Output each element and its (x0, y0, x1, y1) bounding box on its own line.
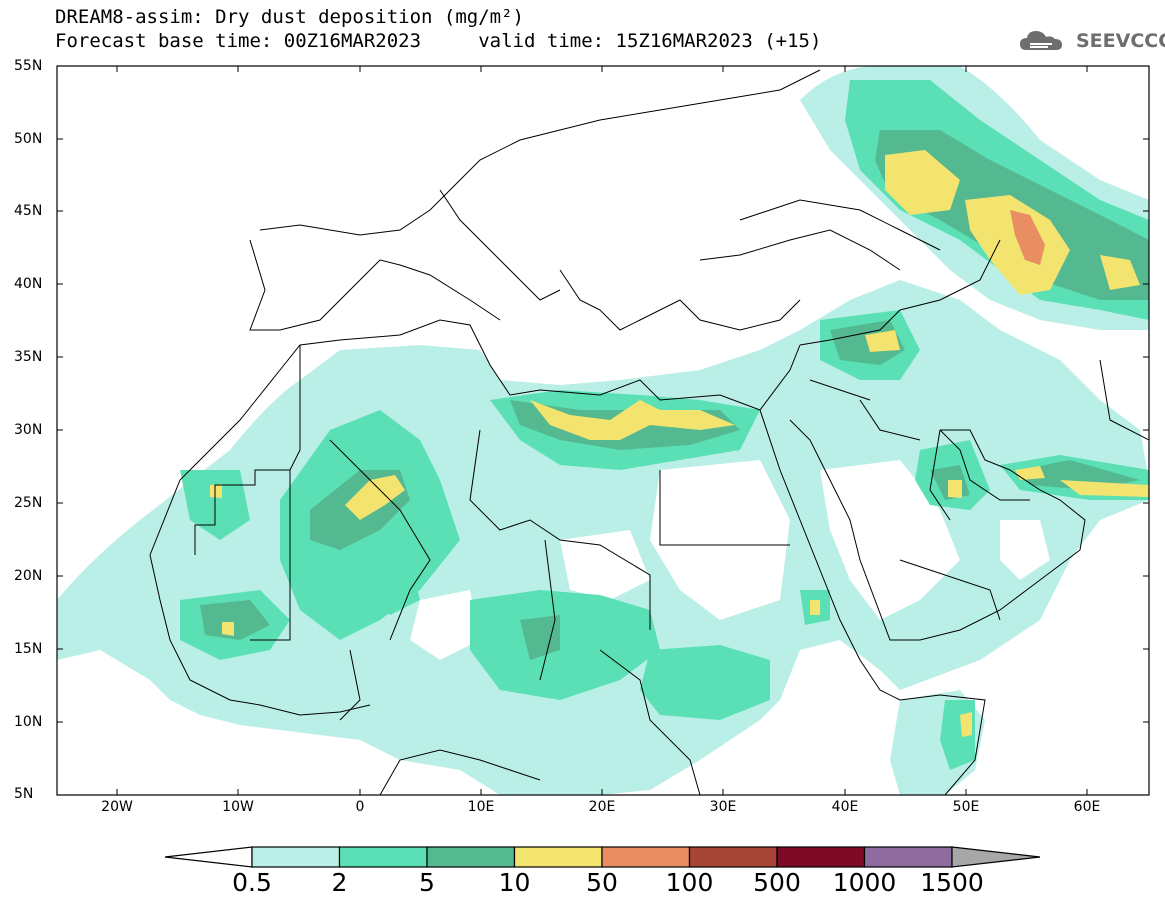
contour-level-50 (1010, 210, 1045, 265)
lat-label: 10N (14, 714, 43, 730)
lat-label: 35N (14, 349, 43, 365)
lon-label: 0 (355, 799, 365, 815)
legend-level-label: 500 (753, 868, 801, 897)
legend-level-label: 0.5 (232, 868, 272, 897)
legend-level-label: 1000 (832, 868, 897, 897)
legend-level-label: 2 (331, 868, 348, 897)
lat-label: 15N (14, 641, 43, 657)
lon-label: 40E (831, 799, 859, 815)
legend-level-label: 1500 (920, 868, 984, 897)
axis-ticks (57, 66, 1149, 795)
lat-label: 20N (14, 568, 43, 584)
lat-label: 25N (14, 495, 43, 511)
legend-level-label: 100 (665, 868, 714, 897)
lat-label: 30N (14, 422, 43, 438)
below-threshold-areas (410, 460, 1050, 660)
lon-label: 30E (709, 799, 737, 815)
lon-label: 50E (952, 799, 980, 815)
lon-label: 20W (101, 799, 133, 815)
legend-level-label: 5 (419, 868, 435, 897)
coastlines-and-borders (149, 69, 1149, 795)
lon-label: 10W (222, 799, 254, 815)
lon-label: 10E (467, 799, 495, 815)
lat-label: 5N (14, 786, 34, 802)
lat-label: 50N (14, 131, 43, 147)
map-title: DREAM8-assim: Dry dust deposition (mg/m²… (55, 6, 524, 28)
logo-text: SEEVCCC (1076, 30, 1165, 52)
forecast-time-caption: Forecast base time: 00Z16MAR2023 valid t… (55, 30, 822, 52)
lon-label: 60E (1073, 799, 1101, 815)
legend-level-label: 10 (498, 868, 531, 897)
lat-label: 45N (14, 203, 43, 219)
cloud-icon (1020, 31, 1062, 50)
contour-level-10 (210, 150, 1149, 737)
lat-label: 40N (14, 276, 43, 292)
legend-level-label: 50 (586, 868, 618, 897)
lon-label: 20E (588, 799, 616, 815)
lat-label: 55N (14, 58, 43, 74)
